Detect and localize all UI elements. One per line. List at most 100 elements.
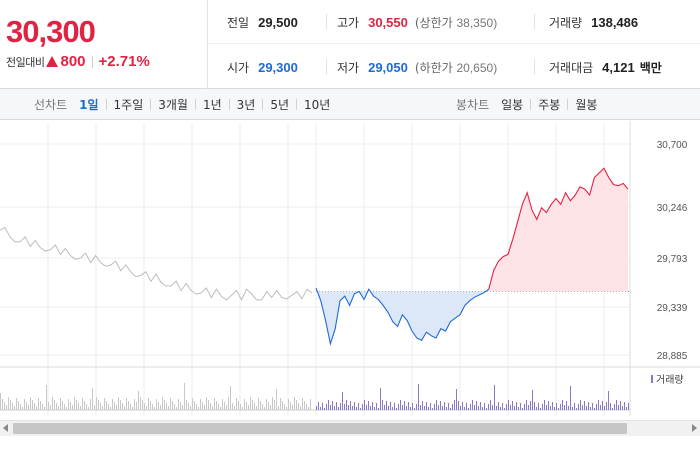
tab-candle-period-0[interactable]: 일봉 — [501, 97, 524, 112]
volume-bar-prev — [184, 383, 185, 410]
volume-bar-prev — [76, 400, 77, 410]
volume-bar-today — [492, 405, 493, 410]
volume-bar-prev — [154, 407, 155, 410]
volume-bar-today — [522, 408, 523, 410]
scroll-left-icon[interactable] — [3, 424, 8, 432]
tab-line-period-4[interactable]: 3년 — [236, 97, 256, 112]
chart-period-tabs: 선차트 1일 1주일 3개월 1년 3년 5년 10년 봉차트 일봉 주봉 월봉 — [0, 89, 700, 120]
volume-bar-prev — [164, 400, 165, 410]
price-chart-svg: 30,700 30,246 29,793 29,339 28,885 거래량 — [0, 121, 700, 416]
chart-scrollbar[interactable] — [0, 420, 700, 436]
volume-bar-prev — [254, 403, 255, 410]
volume-bar-today — [478, 406, 479, 410]
tab-line-period-0[interactable]: 1일 — [79, 97, 99, 112]
volume-bar-today — [600, 405, 601, 410]
volume-bar-prev — [300, 406, 301, 410]
volume-bar-prev — [174, 404, 175, 410]
volume-bar-prev — [96, 397, 97, 410]
volume-bar-prev — [54, 400, 55, 410]
scrollbar-thumb[interactable] — [13, 423, 627, 434]
volume-bar-prev — [236, 398, 237, 410]
volume-bar-today — [590, 407, 591, 410]
volume-bar-prev — [48, 402, 49, 410]
volume-bar-prev — [278, 406, 279, 410]
volume-bar-today — [438, 405, 439, 410]
volume-bar-prev — [284, 404, 285, 410]
divider — [150, 98, 152, 110]
prev-close-value: 29,500 — [258, 14, 298, 30]
volume-bar-prev — [46, 385, 47, 410]
volume-bar-today — [450, 408, 451, 410]
volume-bar-today — [588, 402, 589, 410]
volume-bar-today — [546, 405, 547, 410]
volume-bar-today — [454, 400, 455, 410]
volume-bar-prev — [222, 399, 223, 410]
scroll-right-icon[interactable] — [692, 424, 697, 432]
tab-line-period-2[interactable]: 3개월 — [158, 97, 188, 112]
volume-bar-prev — [102, 406, 103, 410]
volume-bar-today — [552, 402, 553, 410]
tab-candle-period-2[interactable]: 월봉 — [575, 97, 598, 112]
y-tick-label: 30,246 — [657, 203, 688, 214]
high-label: 고가 — [337, 15, 360, 30]
y-tick-label: 28,885 — [657, 351, 688, 362]
volume-bar-today — [514, 406, 515, 410]
volume-bar-prev — [308, 407, 309, 410]
divider — [194, 98, 196, 110]
volume-bar-prev — [148, 398, 149, 410]
volume-bar-today — [498, 402, 499, 410]
volume-bar-prev — [6, 405, 7, 410]
volume-bar-today — [432, 408, 433, 410]
volume-bar-prev — [64, 404, 65, 410]
volume-bar-prev — [232, 403, 233, 410]
volume-bar-prev — [242, 407, 243, 410]
volume-bar-today — [360, 408, 361, 410]
volume-bar-prev — [52, 397, 53, 410]
volume-bar-today — [502, 403, 503, 410]
volume-legend-swatch — [651, 375, 653, 383]
volume-bar-prev — [176, 407, 177, 410]
volume-bar-prev — [206, 397, 207, 410]
volume-bar-prev — [32, 400, 33, 410]
volume-bar-prev — [116, 405, 117, 410]
amount-label: 거래대금 — [549, 60, 594, 75]
volume-bar-prev — [114, 402, 115, 410]
volume-bar-prev — [168, 406, 169, 410]
volume-bar-today — [436, 400, 437, 410]
volume-bar-today — [550, 406, 551, 410]
volume-bar-prev — [224, 402, 225, 410]
volume-bar-today — [576, 408, 577, 410]
volume-bar-today — [536, 407, 537, 410]
upper-limit-value: 38,350) — [456, 15, 498, 30]
volume-bar-today — [504, 408, 505, 410]
volume-bar-prev — [42, 404, 43, 410]
volume-bar-today — [348, 405, 349, 410]
tab-line-period-5[interactable]: 5년 — [270, 97, 290, 112]
volume-bar-prev — [302, 398, 303, 410]
open-value: 29,300 — [258, 59, 298, 75]
volume-bar-prev — [98, 400, 99, 410]
volume-bar-today — [334, 406, 335, 410]
divider — [228, 98, 230, 110]
tab-line-period-6[interactable]: 10년 — [304, 97, 331, 112]
volume-legend-label: 거래량 — [656, 374, 684, 386]
volume-bar-today — [562, 400, 563, 410]
volume-bar-today — [598, 400, 599, 410]
volume-bar-prev — [170, 398, 171, 410]
volume-bar-today — [474, 405, 475, 410]
tab-candle-period-1[interactable]: 주봉 — [538, 97, 561, 112]
volume-bar-today — [610, 403, 611, 410]
tab-line-period-3[interactable]: 1년 — [202, 97, 222, 112]
volume-bar-today — [496, 406, 497, 410]
volume-bar-prev — [182, 405, 183, 410]
volume-bar-prev — [74, 397, 75, 410]
volume-bar-today — [470, 404, 471, 410]
open-label: 시가 — [227, 60, 250, 75]
tab-line-period-1[interactable]: 1주일 — [113, 97, 144, 112]
volume-bar-prev — [90, 399, 91, 410]
volume-bar-today — [542, 404, 543, 410]
high-price: 고가 30,550 (상한가 38,350) — [337, 0, 497, 44]
volume-bar-today — [352, 406, 353, 410]
volume-bar-today — [428, 407, 429, 410]
volume-bar-prev — [280, 398, 281, 410]
